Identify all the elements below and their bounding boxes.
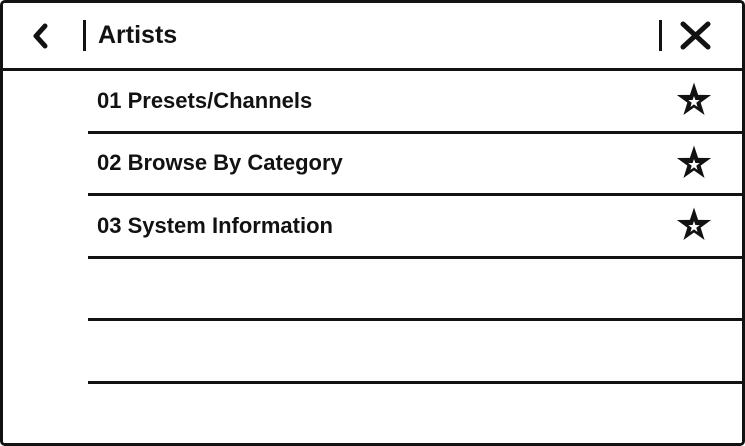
- close-icon: [679, 21, 712, 50]
- back-button[interactable]: [29, 21, 51, 51]
- list-item[interactable]: 01 Presets/Channels: [88, 71, 742, 134]
- list-item-label: 01 Presets/Channels: [97, 87, 313, 113]
- header-divider-left: [83, 20, 86, 51]
- chevron-left-icon: [30, 22, 50, 50]
- favorite-button[interactable]: [676, 145, 712, 182]
- list-item-empty: [88, 384, 742, 444]
- star-icon: [676, 207, 712, 244]
- menu-list: 01 Presets/Channels 02 Browse By Categor…: [3, 71, 742, 443]
- header-bar: Artists: [3, 3, 742, 71]
- page-title: Artists: [98, 21, 178, 49]
- star-icon: [676, 82, 712, 119]
- list-item-empty: [88, 259, 742, 321]
- close-button[interactable]: [678, 21, 712, 51]
- star-icon: [676, 145, 712, 182]
- list-item[interactable]: 02 Browse By Category: [88, 134, 742, 196]
- list-item-empty: [88, 321, 742, 384]
- list-item-label: 03 System Information: [97, 212, 333, 238]
- favorite-button[interactable]: [676, 207, 712, 244]
- header-divider-right: [659, 20, 662, 51]
- list-item[interactable]: 03 System Information: [88, 196, 742, 259]
- list-item-label: 02 Browse By Category: [97, 150, 343, 176]
- favorite-button[interactable]: [676, 82, 712, 119]
